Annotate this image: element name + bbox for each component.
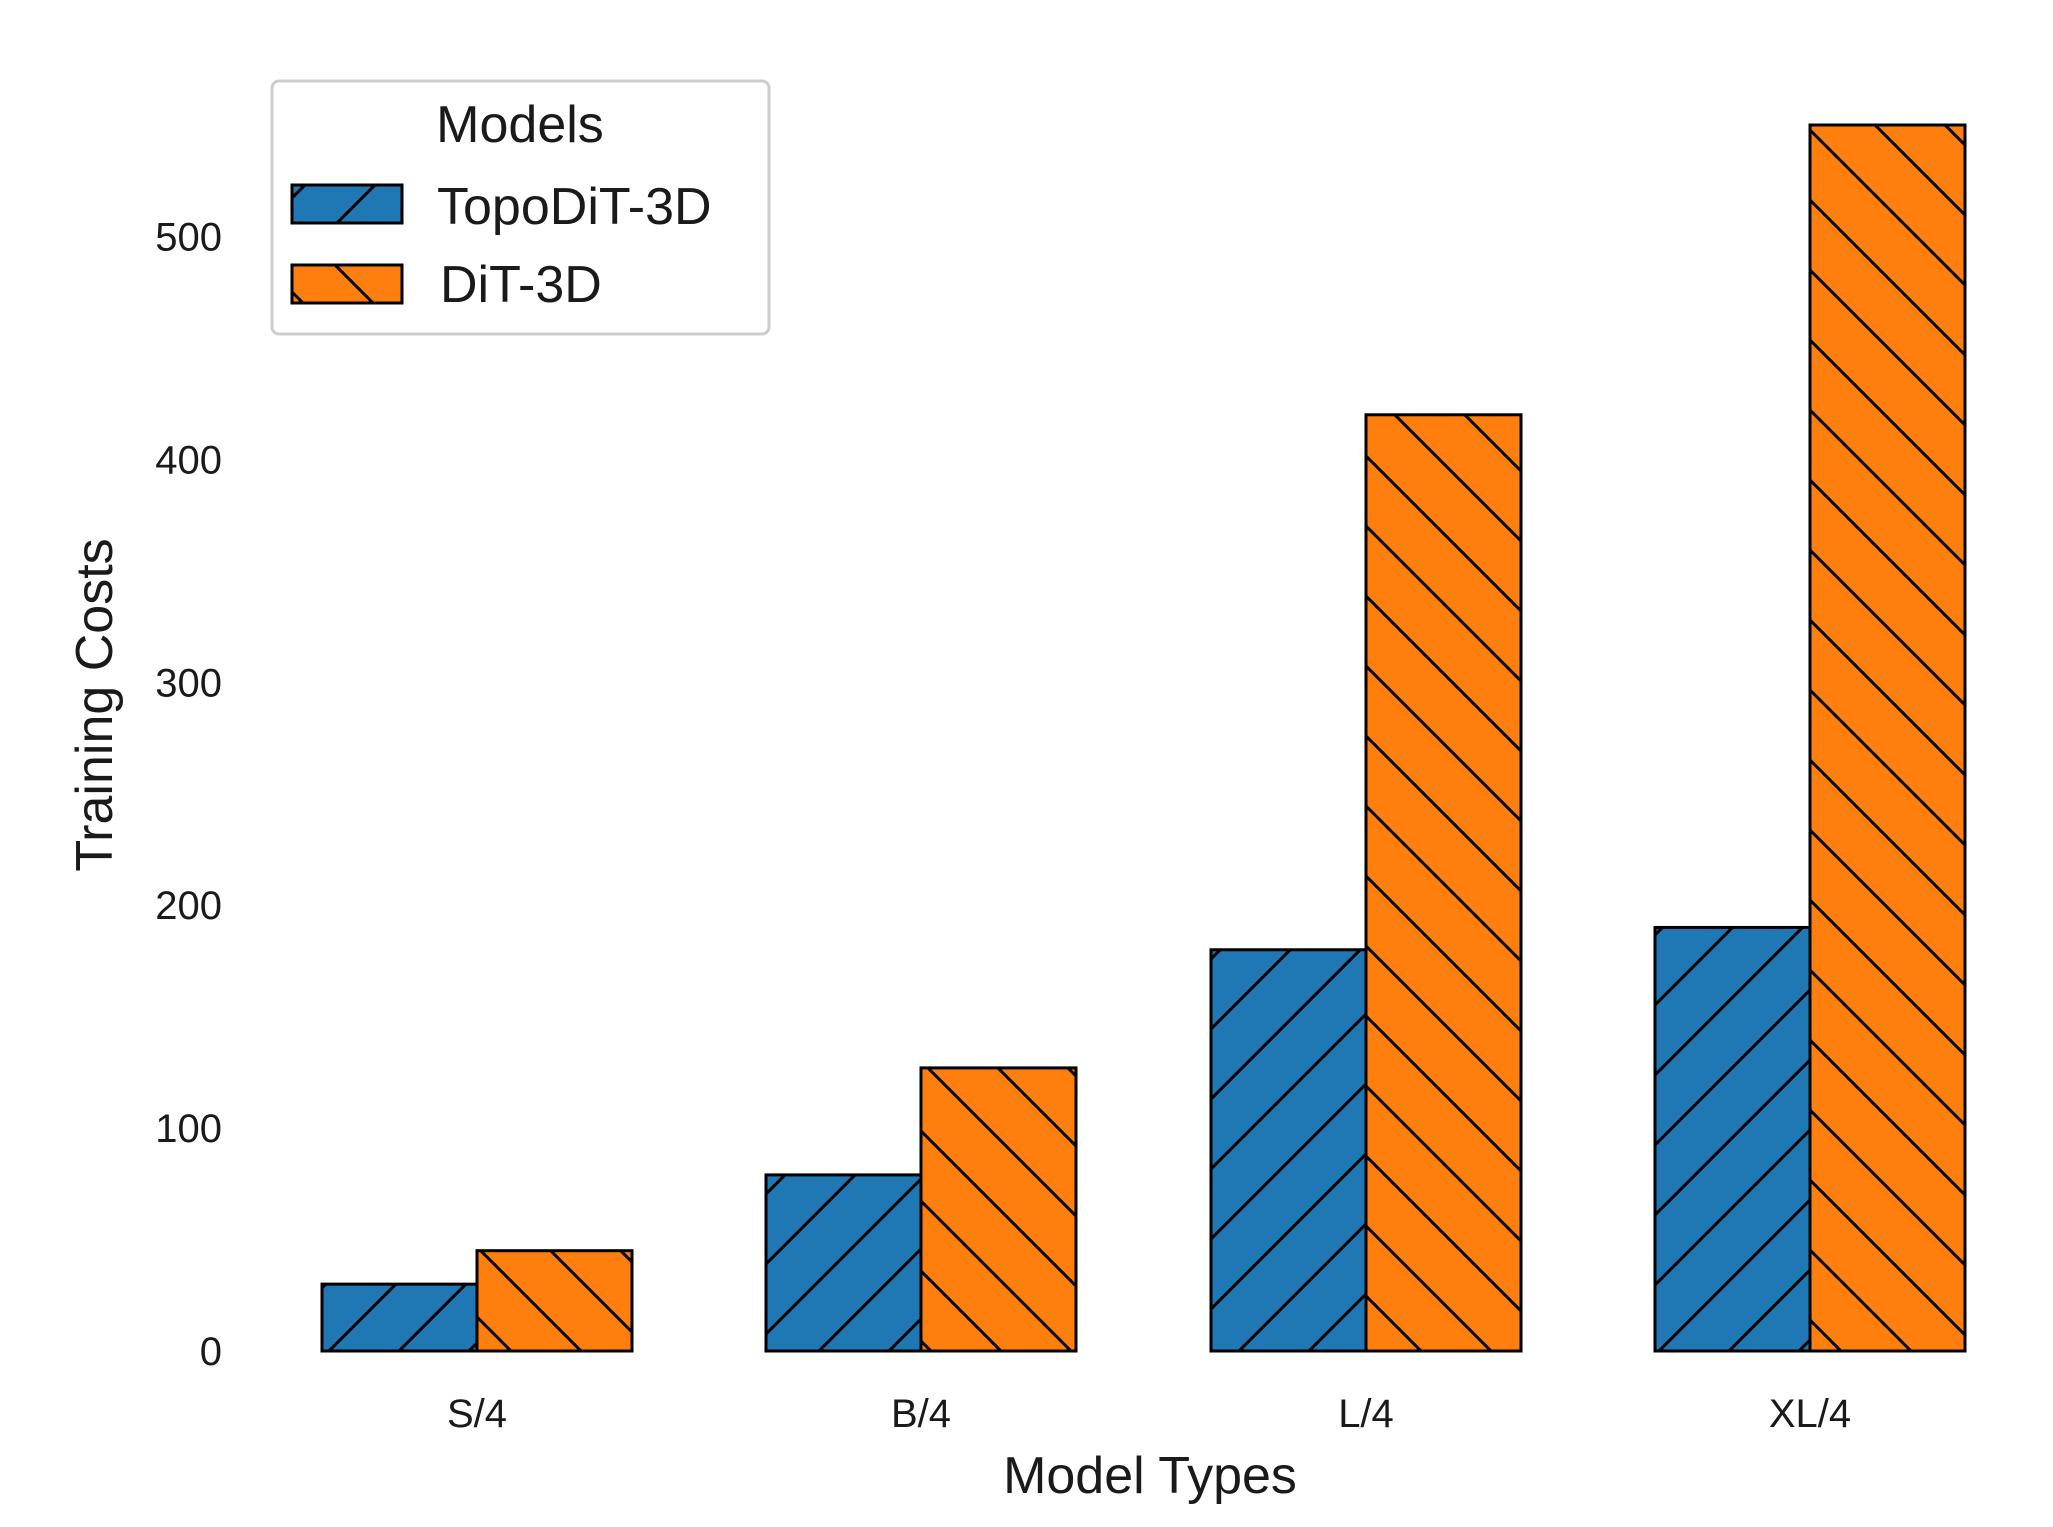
legend-label-topodit-3d: TopoDiT-3D <box>437 178 712 236</box>
bar-hatch <box>475 1249 634 1353</box>
bar-topodit-3d-xl-4 <box>1653 925 1812 1353</box>
bar-hatch <box>1209 948 1368 1353</box>
y-tick-label: 300 <box>155 661 222 705</box>
y-tick-label: 200 <box>155 884 222 928</box>
legend-swatch-topodit-3d-hatch <box>290 183 404 225</box>
bar-hatch <box>1653 925 1812 1353</box>
bar-dit-3d-b-4 <box>919 1066 1078 1353</box>
bar-topodit-3d-b-4 <box>764 1173 923 1353</box>
bar-hatch <box>919 1066 1078 1353</box>
legend-title: Models <box>436 96 604 154</box>
y-tick-label: 0 <box>200 1330 222 1374</box>
y-tick-label: 500 <box>155 215 222 259</box>
bar-hatch <box>1364 413 1523 1353</box>
bars <box>320 123 1967 1353</box>
bar-dit-3d-xl-4 <box>1808 123 1967 1353</box>
x-axis-label: Model Types <box>1003 1447 1297 1505</box>
y-axis-ticks: 0 100 200 300 400 500 <box>155 215 222 1374</box>
bar-hatch <box>764 1173 923 1353</box>
bar-topodit-3d-l-4 <box>1209 948 1368 1353</box>
x-tick-label: S/4 <box>447 1392 507 1436</box>
legend-swatch-dit-3d-hatch <box>290 263 404 305</box>
bar-hatch <box>1808 123 1967 1353</box>
x-tick-label: XL/4 <box>1769 1392 1851 1436</box>
bar-topodit-3d-s-4 <box>320 1282 479 1353</box>
bar-hatch <box>320 1282 479 1353</box>
y-axis-label: Training Costs <box>66 538 124 871</box>
legend: Models TopoDiT-3D DiT-3D <box>270 79 771 336</box>
x-axis-ticks: S/4 B/4 L/4 XL/4 <box>447 1392 1851 1436</box>
x-tick-label: B/4 <box>891 1392 951 1436</box>
y-tick-label: 400 <box>155 438 222 482</box>
bar-dit-3d-s-4 <box>475 1249 634 1353</box>
bar-dit-3d-l-4 <box>1364 413 1523 1353</box>
legend-label-dit-3d: DiT-3D <box>440 256 602 314</box>
x-tick-label: L/4 <box>1338 1392 1394 1436</box>
y-tick-label: 100 <box>155 1107 222 1151</box>
